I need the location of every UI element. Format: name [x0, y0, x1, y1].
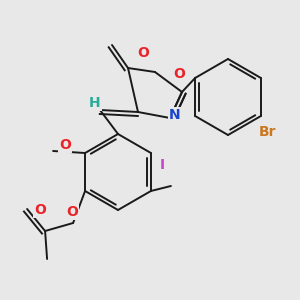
Text: O: O: [66, 205, 78, 219]
Text: O: O: [59, 138, 71, 152]
Text: O: O: [137, 46, 149, 60]
Text: N: N: [169, 108, 181, 122]
Text: O: O: [173, 67, 185, 81]
Text: I: I: [159, 158, 165, 172]
Text: H: H: [89, 96, 101, 110]
Text: Br: Br: [259, 125, 277, 139]
Text: O: O: [34, 203, 46, 217]
